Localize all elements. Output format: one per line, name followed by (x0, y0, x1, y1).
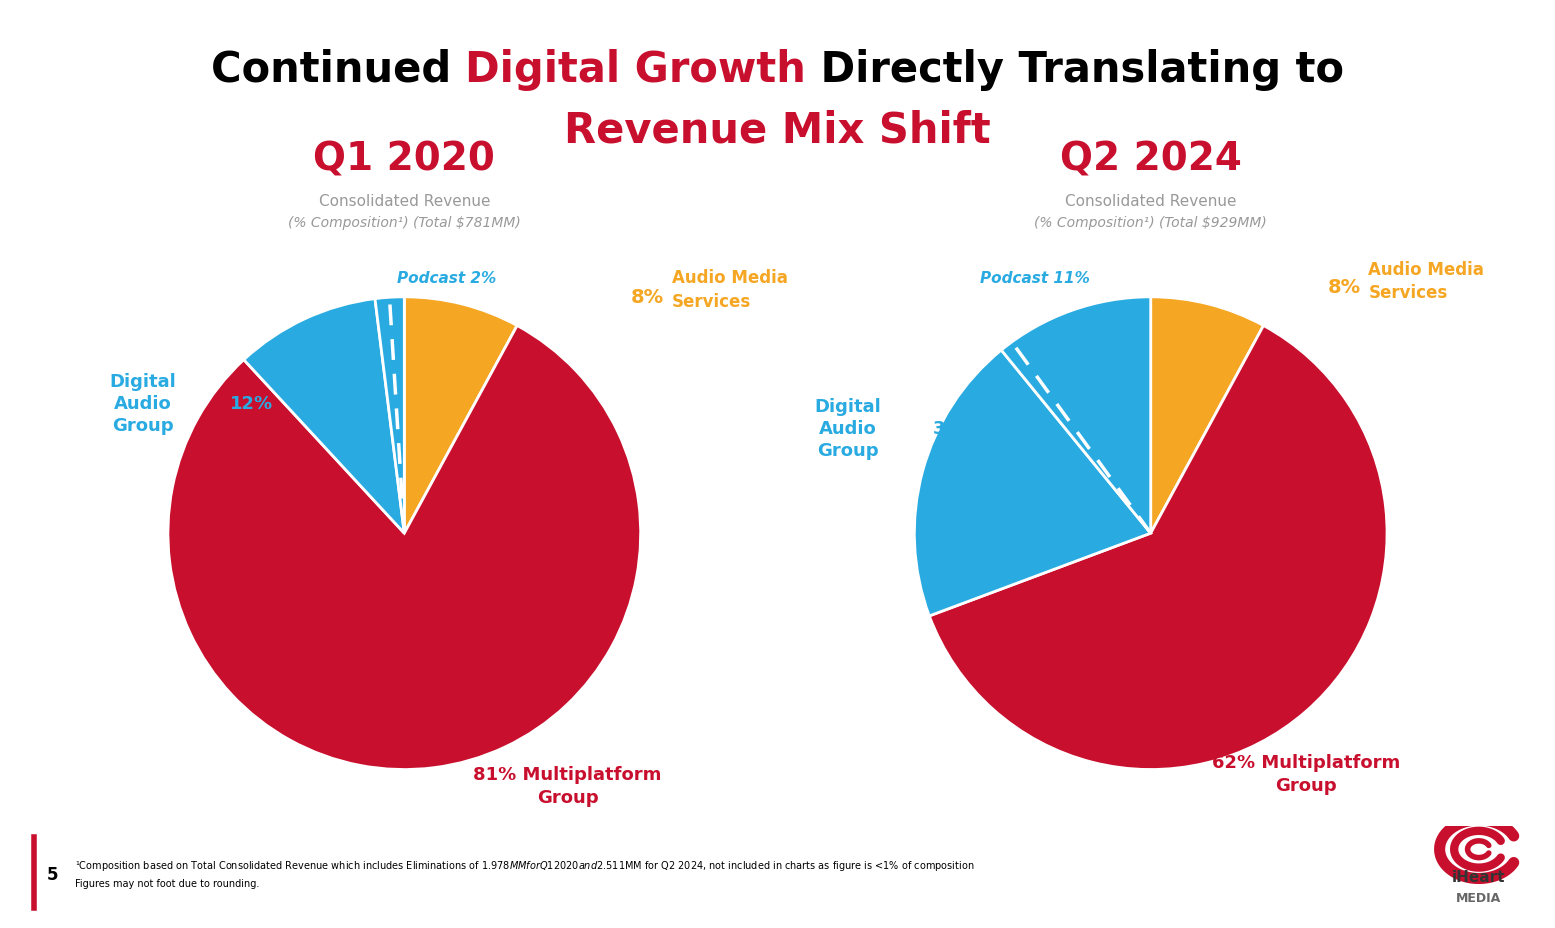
Text: Revenue Mix Shift: Revenue Mix Shift (564, 109, 991, 151)
Text: (% Composition¹) (Total $781MM): (% Composition¹) (Total $781MM) (288, 216, 521, 230)
Text: Directly Translating to: Directly Translating to (807, 48, 1345, 91)
Text: Digital
Audio
Group: Digital Audio Group (110, 372, 176, 435)
Text: 81% Multiplatform
Group: 81% Multiplatform Group (473, 766, 662, 806)
Text: MEDIA: MEDIA (1455, 891, 1502, 904)
Text: Digital
Audio
Group: Digital Audio Group (815, 397, 880, 460)
Text: 5: 5 (47, 865, 58, 883)
Text: Continued: Continued (210, 48, 465, 91)
Text: 12%: 12% (230, 394, 274, 413)
Wedge shape (375, 298, 404, 534)
Text: 31%: 31% (933, 419, 977, 438)
Text: (% Composition¹) (Total $929MM): (% Composition¹) (Total $929MM) (1034, 216, 1267, 230)
Text: Figures may not foot due to rounding.: Figures may not foot due to rounding. (75, 879, 260, 888)
Text: Digital Growth: Digital Growth (465, 48, 807, 91)
Text: 62% Multiplatform
Group: 62% Multiplatform Group (1211, 754, 1401, 793)
Wedge shape (404, 298, 518, 534)
Text: ¹Composition based on Total Consolidated Revenue which includes Eliminations of : ¹Composition based on Total Consolidated… (75, 857, 973, 872)
Wedge shape (168, 326, 641, 769)
Text: Consolidated Revenue: Consolidated Revenue (319, 194, 490, 209)
Text: Podcast 2%: Podcast 2% (397, 271, 496, 286)
Text: Consolidated Revenue: Consolidated Revenue (1065, 194, 1236, 209)
Text: Audio Media
Services: Audio Media Services (672, 269, 788, 310)
Wedge shape (1151, 298, 1264, 534)
Wedge shape (914, 351, 1151, 616)
Text: Q1 2020: Q1 2020 (314, 140, 494, 178)
Wedge shape (1001, 298, 1151, 534)
Text: Audio Media
Services: Audio Media Services (1368, 261, 1485, 302)
Text: Q2 2024: Q2 2024 (1061, 140, 1241, 178)
Wedge shape (930, 326, 1387, 769)
Wedge shape (244, 300, 404, 534)
Text: 8%: 8% (1328, 278, 1361, 297)
Text: iHeart: iHeart (1452, 870, 1505, 884)
Text: 8%: 8% (631, 288, 664, 306)
Text: Podcast 11%: Podcast 11% (980, 271, 1090, 286)
